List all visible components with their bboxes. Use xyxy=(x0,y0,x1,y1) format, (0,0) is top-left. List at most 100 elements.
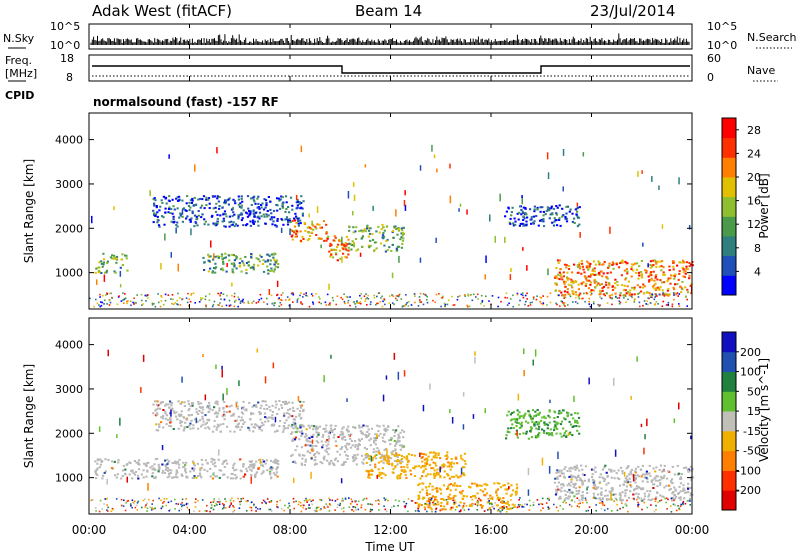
colorbar-swatch xyxy=(722,196,736,217)
echo-region-2 xyxy=(365,451,467,480)
colorbar-tick-label: 24 xyxy=(747,147,761,160)
colorbar-swatch xyxy=(722,351,736,372)
nsearch-tick-low: 10^0 xyxy=(707,39,737,52)
velocity-scatter xyxy=(90,348,695,513)
y-tick-label: 4000 xyxy=(55,134,83,147)
colorbar-tick-label: 50 xyxy=(747,385,761,398)
y-tick-label: 2000 xyxy=(55,427,83,440)
y-tick-label: 3000 xyxy=(55,178,83,191)
time-x-axis: 00:00 04:00 08:00 12:00 16:00 20:00 00:00 xyxy=(72,24,710,537)
power-y-axis-label: Slant Range [km] xyxy=(22,159,36,263)
colorbar-tick-label: -200 xyxy=(736,484,761,497)
colorbar-tick-label: 8 xyxy=(754,242,761,255)
colorbar-swatch xyxy=(722,236,736,257)
x-tick-label: 08:00 xyxy=(273,523,308,537)
colorbar-swatch xyxy=(722,177,736,198)
x-tick-label: 20:00 xyxy=(574,523,609,537)
colorbar-tick-label: 15 xyxy=(747,405,761,418)
cpid-text: normalsound (fast) -157 RF xyxy=(93,95,279,109)
colorbar-swatch xyxy=(722,430,736,452)
y-tick-label: 4000 xyxy=(55,339,83,352)
colorbar-tick-label: -100 xyxy=(736,464,761,477)
x-tick-label: 16:00 xyxy=(474,523,509,537)
colorbar-tick-label: -50 xyxy=(743,445,761,458)
colorbar-swatch xyxy=(722,450,736,471)
colorbar-swatch xyxy=(722,411,736,432)
colorbar-tick-label: 4 xyxy=(754,265,761,278)
freq-tick-low: 8 xyxy=(66,71,73,84)
velocity-colorbar: 200 100 50 15 -15 -50 -100 -200 xyxy=(721,331,761,511)
near-range-clutter xyxy=(90,497,691,513)
echo-region-7 xyxy=(553,259,694,297)
nsky-trace xyxy=(90,33,690,45)
sparse-echoes xyxy=(91,144,693,295)
colorbar-swatch xyxy=(722,371,736,392)
nave-label: Nave xyxy=(747,64,775,77)
power-scatter xyxy=(89,144,694,308)
velocity-colorbar-label: Velocity [m s^-1] xyxy=(757,358,771,462)
colorbar-frame xyxy=(721,331,737,511)
echo-region-6 xyxy=(553,464,695,502)
freq-label-line2: [MHz] xyxy=(5,67,37,80)
echo-region-3 xyxy=(94,457,280,480)
y-tick-label: 1000 xyxy=(55,472,83,485)
colorbar-swatch xyxy=(722,137,736,158)
near-range-clutter xyxy=(89,292,688,308)
colorbar-tick-label: 16 xyxy=(747,195,761,208)
colorbar-swatch xyxy=(722,275,736,296)
beam-title: Beam 14 xyxy=(355,2,422,20)
colorbar-swatch xyxy=(722,255,736,276)
colorbar-frame xyxy=(721,117,737,296)
power-colorbar-label: Power [dB] xyxy=(757,173,771,238)
nave-tick-high: 60 xyxy=(707,52,721,65)
echo-region-4 xyxy=(94,252,129,274)
colorbar-swatch xyxy=(722,332,736,353)
echo-region-3 xyxy=(348,223,405,253)
echo-region-0 xyxy=(152,400,305,434)
colorbar-tick-label: 20 xyxy=(747,171,761,184)
x-tick-label: 04:00 xyxy=(172,523,207,537)
x-tick-label: 00:00 xyxy=(675,523,710,537)
echo-region-1 xyxy=(290,424,406,467)
nsearch-tick-high: 10^5 xyxy=(707,20,737,33)
colorbar-tick-label: 200 xyxy=(740,346,761,359)
echo-region-5 xyxy=(505,409,581,440)
echo-region-0 xyxy=(152,195,305,228)
nsky-tick-high: 10^5 xyxy=(50,20,80,33)
power-panel-frame xyxy=(88,112,693,310)
cpid-label: CPID xyxy=(5,89,34,102)
power-y-axis: 1000 2000 3000 4000 xyxy=(55,134,692,280)
sparse-echoes xyxy=(98,348,692,501)
freq-tick-high: 18 xyxy=(60,52,74,65)
colorbar-swatch xyxy=(722,216,736,237)
nsky-tick-low: 10^0 xyxy=(50,39,80,52)
freq-trace xyxy=(92,65,690,74)
x-axis-label: Time UT xyxy=(364,540,415,554)
echo-region-2 xyxy=(328,235,350,262)
freq-label-line1: Freq. xyxy=(5,54,32,67)
colorbar-swatch xyxy=(722,490,736,511)
echo-region-4 xyxy=(415,482,519,511)
colorbar-swatch xyxy=(722,118,736,139)
colorbar-tick-label: -15 xyxy=(743,425,761,438)
nsky-label: N.Sky xyxy=(3,32,35,45)
y-tick-label: 3000 xyxy=(55,383,83,396)
colorbar-swatch xyxy=(722,470,736,491)
nsearch-label: N.Search xyxy=(747,31,797,44)
velocity-y-axis-label: Slant Range [km] xyxy=(22,364,36,468)
y-tick-label: 1000 xyxy=(55,267,83,280)
colorbar-tick-label: 100 xyxy=(740,366,761,379)
colorbar-tick-label: 12 xyxy=(747,218,761,231)
echo-region-5 xyxy=(202,252,280,275)
echo-region-6 xyxy=(504,204,581,228)
nave-tick-low: 0 xyxy=(707,71,714,84)
power-colorbar: 4 8 12 16 20 24 28 xyxy=(721,117,761,296)
date-title: 23/Jul/2014 xyxy=(590,2,675,20)
site-title: Adak West (fitACF) xyxy=(92,2,232,20)
x-tick-label: 12:00 xyxy=(373,523,408,537)
colorbar-swatch xyxy=(722,157,736,178)
velocity-y-axis: 1000 2000 3000 4000 xyxy=(55,339,692,485)
colorbar-tick-label: 28 xyxy=(747,124,761,137)
echo-region-1 xyxy=(290,219,330,243)
